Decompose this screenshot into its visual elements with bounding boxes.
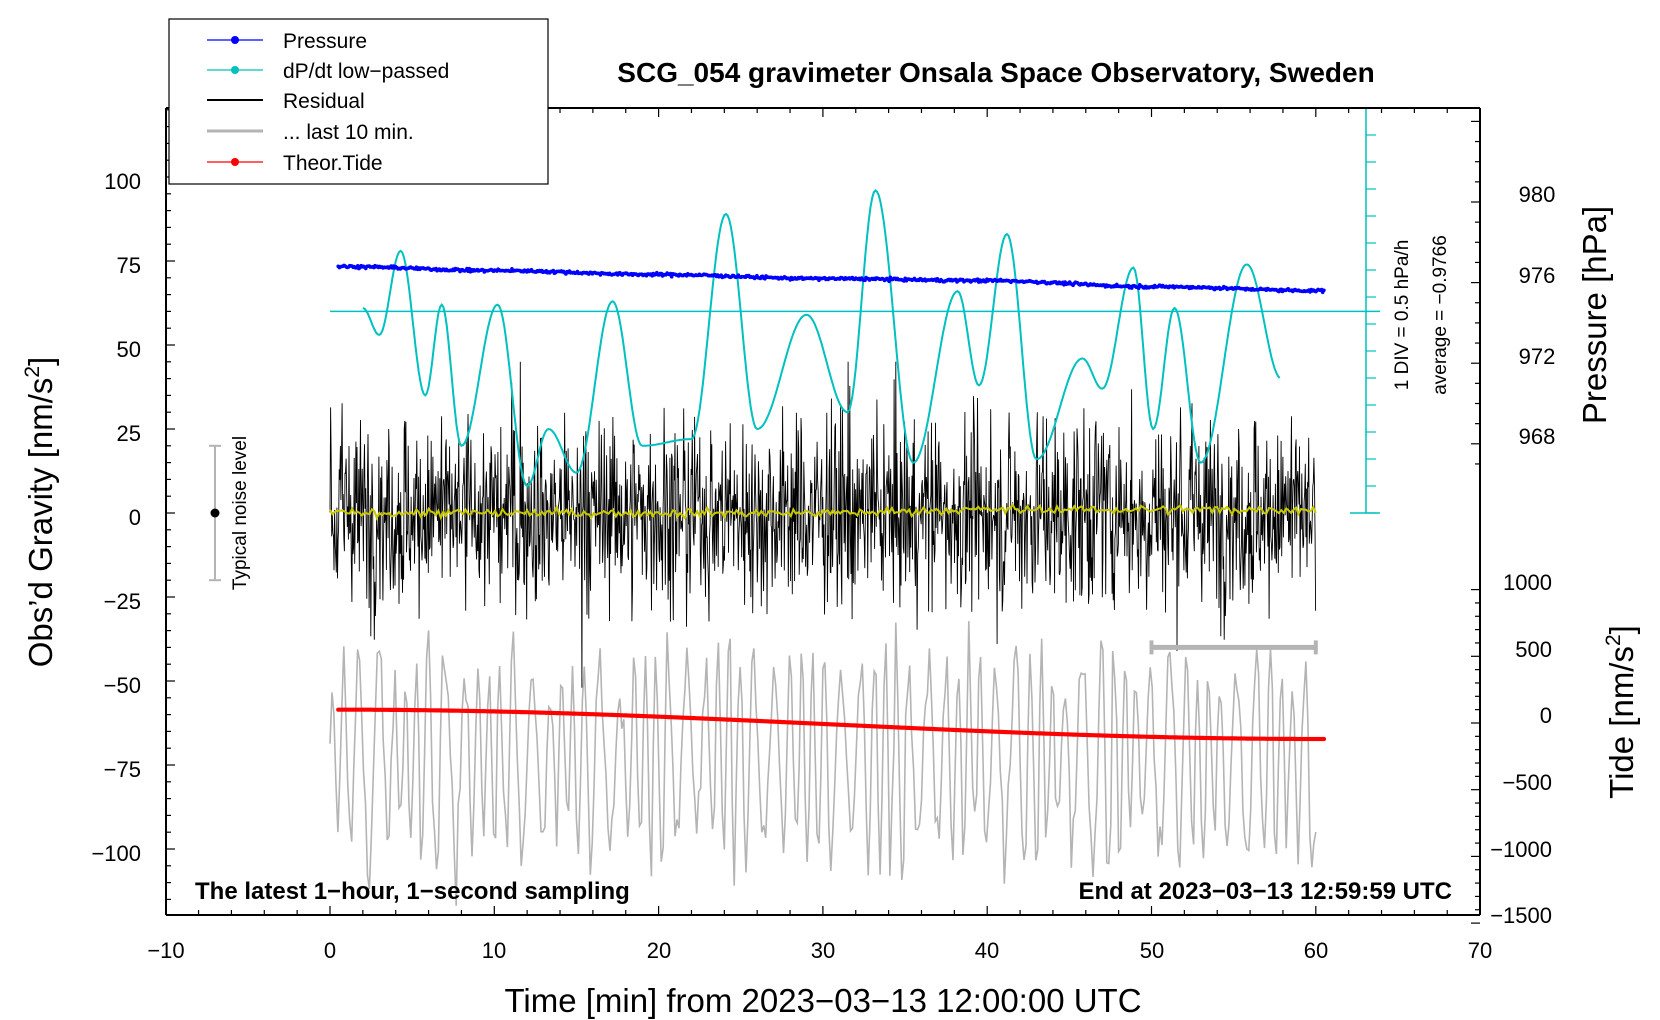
pressure-axis-label: Pressure [hPa] (1576, 206, 1613, 424)
residual-smoothed-line (329, 502, 1317, 521)
tide-axis-label-text: Tide [nm/s (1603, 646, 1640, 799)
tide-axis-label-sup: 2 (1602, 634, 1625, 646)
y-tick-label: 0 (129, 505, 141, 530)
legend-label-residual: Residual (283, 90, 365, 113)
noise-level-dot (210, 508, 220, 518)
legend-dot-dpdt (231, 66, 239, 74)
x-tick-label: 40 (975, 938, 999, 963)
residual-line (329, 361, 1317, 688)
legend: Pressure dP/dt low−passed Residual ... l… (168, 18, 549, 185)
y-tick-label: −100 (91, 841, 141, 866)
y-tick-label: 50 (117, 337, 141, 362)
x-axis-label: Time [min] from 2023−03−13 12:00:00 UTC (504, 982, 1141, 1019)
dpdt-average-label: average = −0.9766 (1430, 235, 1451, 395)
y-axis-label-close: ] (22, 357, 59, 366)
legend-box (168, 18, 549, 185)
legend-entry-dpdt: dP/dt low−passed (207, 60, 449, 83)
pressure-tick-label: 968 (1519, 424, 1556, 449)
x-tick-label: 60 (1304, 938, 1328, 963)
x-tick-label: 30 (811, 938, 835, 963)
legend-entry-pressure: Pressure (207, 30, 367, 53)
x-tick-label: 50 (1140, 938, 1164, 963)
y-tick-label: −75 (104, 757, 141, 782)
tide-tick-label: −500 (1502, 770, 1552, 795)
dpdt-line (362, 189, 1281, 488)
tide-tick-labels: 1000 500 0 −500 −1000 −1500 (1490, 570, 1552, 928)
x-tick-labels: −10 0 10 20 30 40 50 60 70 (147, 938, 1492, 963)
tide-series (336, 707, 1327, 742)
y-tick-label: 25 (117, 421, 141, 446)
plot-layers (208, 107, 1380, 906)
y-tick-label: −50 (104, 673, 141, 698)
tide-tick-label: 500 (1515, 637, 1552, 662)
legend-label-last10: ... last 10 min. (283, 121, 414, 144)
pressure-tick-labels: 980 976 972 968 (1519, 182, 1556, 449)
chart-title: SCG_054 gravimeter Onsala Space Observat… (617, 57, 1374, 88)
legend-dot-tide (231, 158, 239, 166)
y-tick-label: −25 (104, 589, 141, 614)
noise-level-label: Typical noise level (230, 436, 251, 590)
note-end-time: End at 2023−03−13 12:59:59 UTC (1078, 878, 1452, 905)
pressure-point (669, 274, 674, 279)
x-tick-label: 20 (647, 938, 671, 963)
tide-tick-label: 0 (1540, 703, 1552, 728)
pressure-point (551, 268, 556, 273)
pressure-tick-label: 976 (1519, 263, 1556, 288)
x-tick-label: −10 (147, 938, 184, 963)
tide-tick-label: −1000 (1490, 837, 1552, 862)
y-tick-label: 100 (104, 169, 141, 194)
tide-axis-label: Tide [nm/s2] (1602, 625, 1640, 799)
legend-label-dpdt: dP/dt low−passed (283, 60, 449, 83)
pressure-tick-label: 972 (1519, 344, 1556, 369)
x-tick-label: 10 (482, 938, 506, 963)
legend-label-tide: Theor.Tide (283, 152, 383, 175)
legend-entry-last10: ... last 10 min. (207, 121, 414, 144)
tide-point (1321, 736, 1327, 742)
tide-tick-label: 1000 (1503, 570, 1552, 595)
legend-entry-residual: Residual (207, 90, 365, 113)
pressure-point (1322, 288, 1326, 293)
tide-axis-label-close: ] (1603, 625, 1640, 634)
y-axis-label: Obs’d Gravity [nm/s2] (21, 357, 59, 668)
note-latest-hour: The latest 1−hour, 1−second sampling (195, 878, 630, 905)
last-10-min-line (329, 621, 1317, 906)
x-tick-label: 70 (1468, 938, 1492, 963)
tide-tick-label: −1500 (1490, 903, 1552, 928)
legend-label-pressure: Pressure (283, 30, 367, 53)
x-tick-label: 0 (324, 938, 336, 963)
legend-dot-pressure (231, 36, 239, 44)
y-tick-labels: 100 75 50 25 0 −25 −50 −75 −100 (91, 169, 141, 866)
y-tick-label: 75 (117, 253, 141, 278)
legend-entry-tide: Theor.Tide (207, 152, 383, 175)
y-axis-label-text: Obs’d Gravity [nm/s (22, 378, 59, 668)
dpdt-div-label: 1 DIV = 0.5 hPa/h (1392, 240, 1413, 391)
y-axis-label-sup: 2 (21, 366, 44, 378)
pressure-series (336, 263, 1326, 295)
pressure-tick-label: 980 (1519, 182, 1556, 207)
